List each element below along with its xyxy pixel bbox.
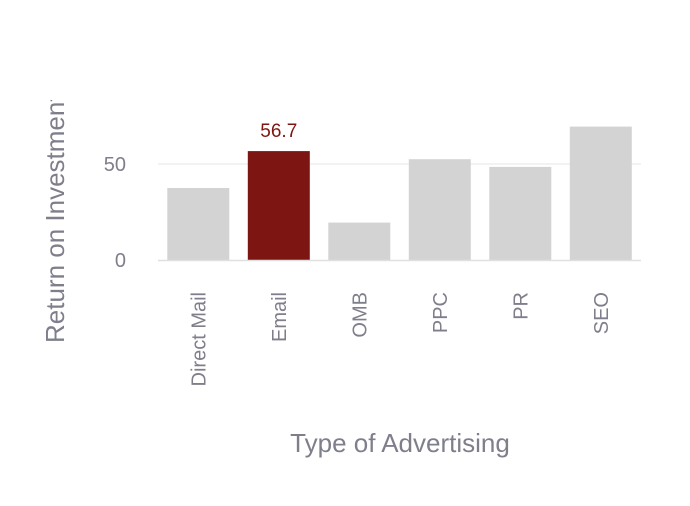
y-tick-label: 0 <box>115 250 126 272</box>
x-axis-title: Type of Advertising <box>290 428 510 458</box>
data-labels: 56.7 <box>260 121 297 142</box>
x-tick-label: SEO <box>591 292 613 334</box>
bar-direct-mail[interactable] <box>167 188 230 260</box>
bar-seo[interactable] <box>569 126 632 260</box>
bar-pr[interactable] <box>489 166 552 260</box>
y-tick-labels: 0 50 <box>104 154 126 272</box>
y-tick-label: 50 <box>104 154 126 176</box>
x-tick-label: OMB <box>349 292 371 338</box>
x-tick-label: Email <box>269 292 291 342</box>
bar-ppc[interactable] <box>408 159 471 260</box>
bar-email[interactable] <box>247 151 310 260</box>
x-tick-labels: Direct Mail Email OMB PPC PR SEO <box>188 292 613 386</box>
y-axis-title: Return on Investment <box>40 94 70 343</box>
x-tick-label: Direct Mail <box>188 292 210 386</box>
x-tick-label: PPC <box>430 292 452 333</box>
bar-omb[interactable] <box>328 222 391 260</box>
x-tick-label: PR <box>510 292 532 320</box>
bars <box>167 126 632 260</box>
data-label: 56.7 <box>260 121 297 142</box>
